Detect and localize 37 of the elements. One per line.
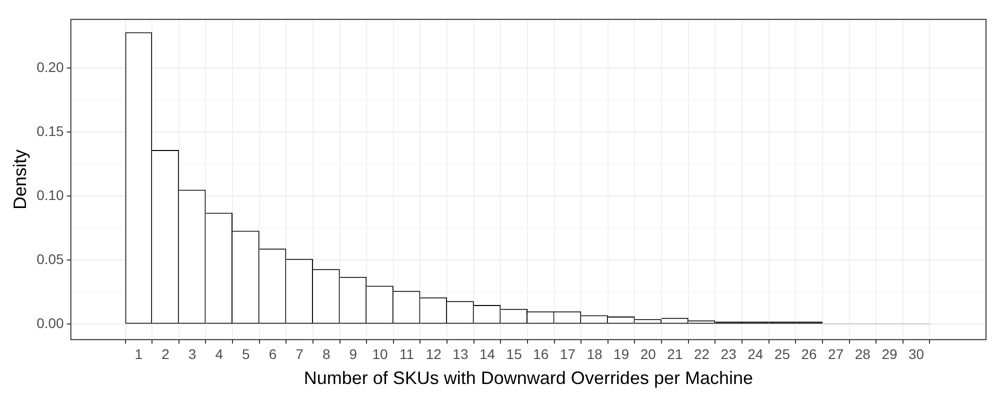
x-tick-label: 24	[748, 346, 764, 362]
x-tick-label: 26	[801, 346, 818, 362]
x-tick-label: 13	[452, 346, 468, 362]
x-tick-label: 7	[296, 346, 304, 362]
y-tick-label: 0.05	[36, 251, 64, 268]
x-tick-label: 3	[188, 346, 196, 362]
x-tick-label: 2	[162, 346, 170, 362]
x-axis-title: Number of SKUs with Downward Overrides per Machine	[304, 368, 754, 388]
x-tick-label: 9	[349, 346, 358, 362]
x-tick-label: 12	[426, 346, 442, 362]
y-tick-label: 0.00	[36, 315, 64, 332]
x-tick-label: 18	[586, 346, 603, 362]
x-tick-label: 8	[322, 346, 330, 362]
x-tick-label: 15	[506, 346, 522, 362]
x-tick-label: 23	[720, 346, 737, 362]
y-tick-label: 0.15	[36, 122, 64, 139]
x-tick-label: 10	[372, 346, 388, 362]
y-tick-label: 0.20	[36, 58, 64, 75]
x-tick-label: 28	[854, 346, 871, 362]
x-tick-label: 30	[908, 346, 924, 362]
x-tick-label: 16	[533, 346, 549, 362]
x-tick-label: 29	[882, 346, 898, 362]
x-tick-label: 22	[694, 346, 710, 362]
y-tick-label: 0.10	[36, 187, 64, 204]
x-tick-label: 6	[268, 346, 277, 362]
x-tick-label: 20	[640, 346, 656, 362]
x-tick-label: 17	[560, 346, 576, 362]
x-tick-label: 19	[614, 346, 630, 362]
y-axis-title: Density	[10, 149, 30, 210]
x-tick-label: 1	[134, 346, 143, 362]
x-tick-label: 11	[400, 346, 414, 362]
x-tick-label: 25	[774, 346, 790, 362]
x-tick-label: 21	[667, 346, 683, 362]
x-tick-label: 27	[828, 346, 844, 362]
x-tick-label: 5	[242, 346, 250, 362]
x-tick-label: 14	[479, 346, 496, 362]
x-tick-label: 4	[215, 346, 224, 362]
